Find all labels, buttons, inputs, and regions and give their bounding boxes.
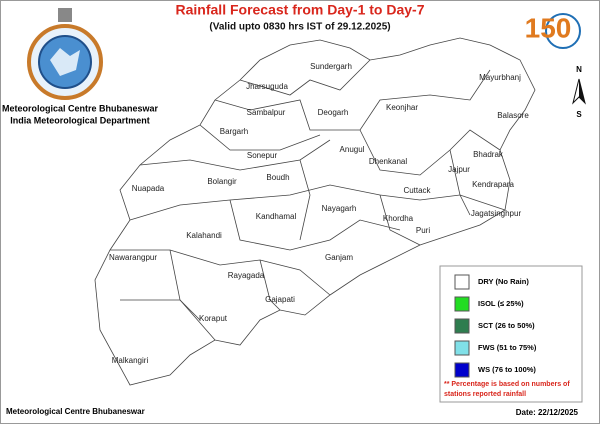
district-label: Bhadrak xyxy=(473,150,504,159)
district-label: Deogarh xyxy=(318,108,349,117)
compass-north: N xyxy=(576,65,582,74)
legend-label: SCT (26 to 50%) xyxy=(478,321,535,330)
district-label: Kandhamal xyxy=(256,212,297,221)
legend: DRY (No Rain) ISOL (≤ 25%) SCT (26 to 50%)… xyxy=(444,274,570,398)
org-name: Meteorological Centre Bhubaneswar xyxy=(2,103,159,113)
district-label: Bolangir xyxy=(207,177,237,186)
legend-swatch xyxy=(454,340,470,356)
district-label: Jharsuguda xyxy=(246,82,288,91)
district-map xyxy=(94,37,536,386)
district-label: Cuttack xyxy=(403,186,431,195)
legend-note: ** Percentage is based on numbers of xyxy=(444,381,570,388)
district-label: Puri xyxy=(416,226,430,235)
footer-left: Meteorological Centre Bhubaneswar xyxy=(6,407,145,416)
legend-swatch xyxy=(454,296,470,312)
district-label: Jagatsinghpur xyxy=(471,209,522,218)
district-label: Khordha xyxy=(383,214,414,223)
district-label: Koraput xyxy=(199,314,228,323)
district-label: Bargarh xyxy=(220,127,248,136)
legend-swatch xyxy=(454,362,470,378)
legend-label: WS (76 to 100%) xyxy=(478,365,536,374)
footer-date: Date: 22/12/2025 xyxy=(516,408,579,417)
district-label: Ganjam xyxy=(325,253,353,262)
anniversary-logo: 150 xyxy=(525,12,581,49)
district-label: Kendrapara xyxy=(472,180,514,189)
district-label: Rayagada xyxy=(228,271,265,280)
legend-label: DRY (No Rain) xyxy=(478,277,529,286)
district-label: Nuapada xyxy=(132,184,165,193)
district-label: Jajpur xyxy=(448,165,470,174)
district-label: Nawarangpur xyxy=(109,253,157,262)
legend-swatch xyxy=(454,274,470,290)
legend-label: ISOL (≤ 25%) xyxy=(478,299,524,308)
district-label: Gajapati xyxy=(265,295,295,304)
district-labels: Sundergarh Jharsuguda Mayurbhanj Keonjhar Sa… xyxy=(109,62,529,365)
district-label: Anugul xyxy=(340,145,365,154)
district-label: Sambalpur xyxy=(247,108,286,117)
emblem xyxy=(27,8,103,100)
legend-label: FWS (51 to 75%) xyxy=(478,343,537,352)
compass-south: S xyxy=(576,110,582,119)
district-label: Nayagarh xyxy=(322,204,357,213)
district-label: Sonepur xyxy=(247,151,278,160)
district-label: Mayurbhanj xyxy=(479,73,521,82)
title: Rainfall Forecast from Day-1 to Day-7 xyxy=(176,2,425,18)
district-label: Kalahandi xyxy=(186,231,222,240)
district-label: Keonjhar xyxy=(386,103,418,112)
legend-swatch xyxy=(454,318,470,334)
compass-arrow xyxy=(579,79,585,103)
district-label: Dhenkanal xyxy=(369,157,407,166)
legend-note: stations reported rainfall xyxy=(444,391,526,398)
org-name: India Meteorological Department xyxy=(10,115,150,125)
district-label: Boudh xyxy=(266,173,289,182)
logo-text: 150 xyxy=(525,12,572,43)
district-label: Balasore xyxy=(497,111,529,120)
subtitle: (Valid upto 0830 hrs IST of 29.12.2025) xyxy=(209,22,390,33)
district-label: Sundergarh xyxy=(310,62,352,71)
district-label: Malkangiri xyxy=(112,356,149,365)
